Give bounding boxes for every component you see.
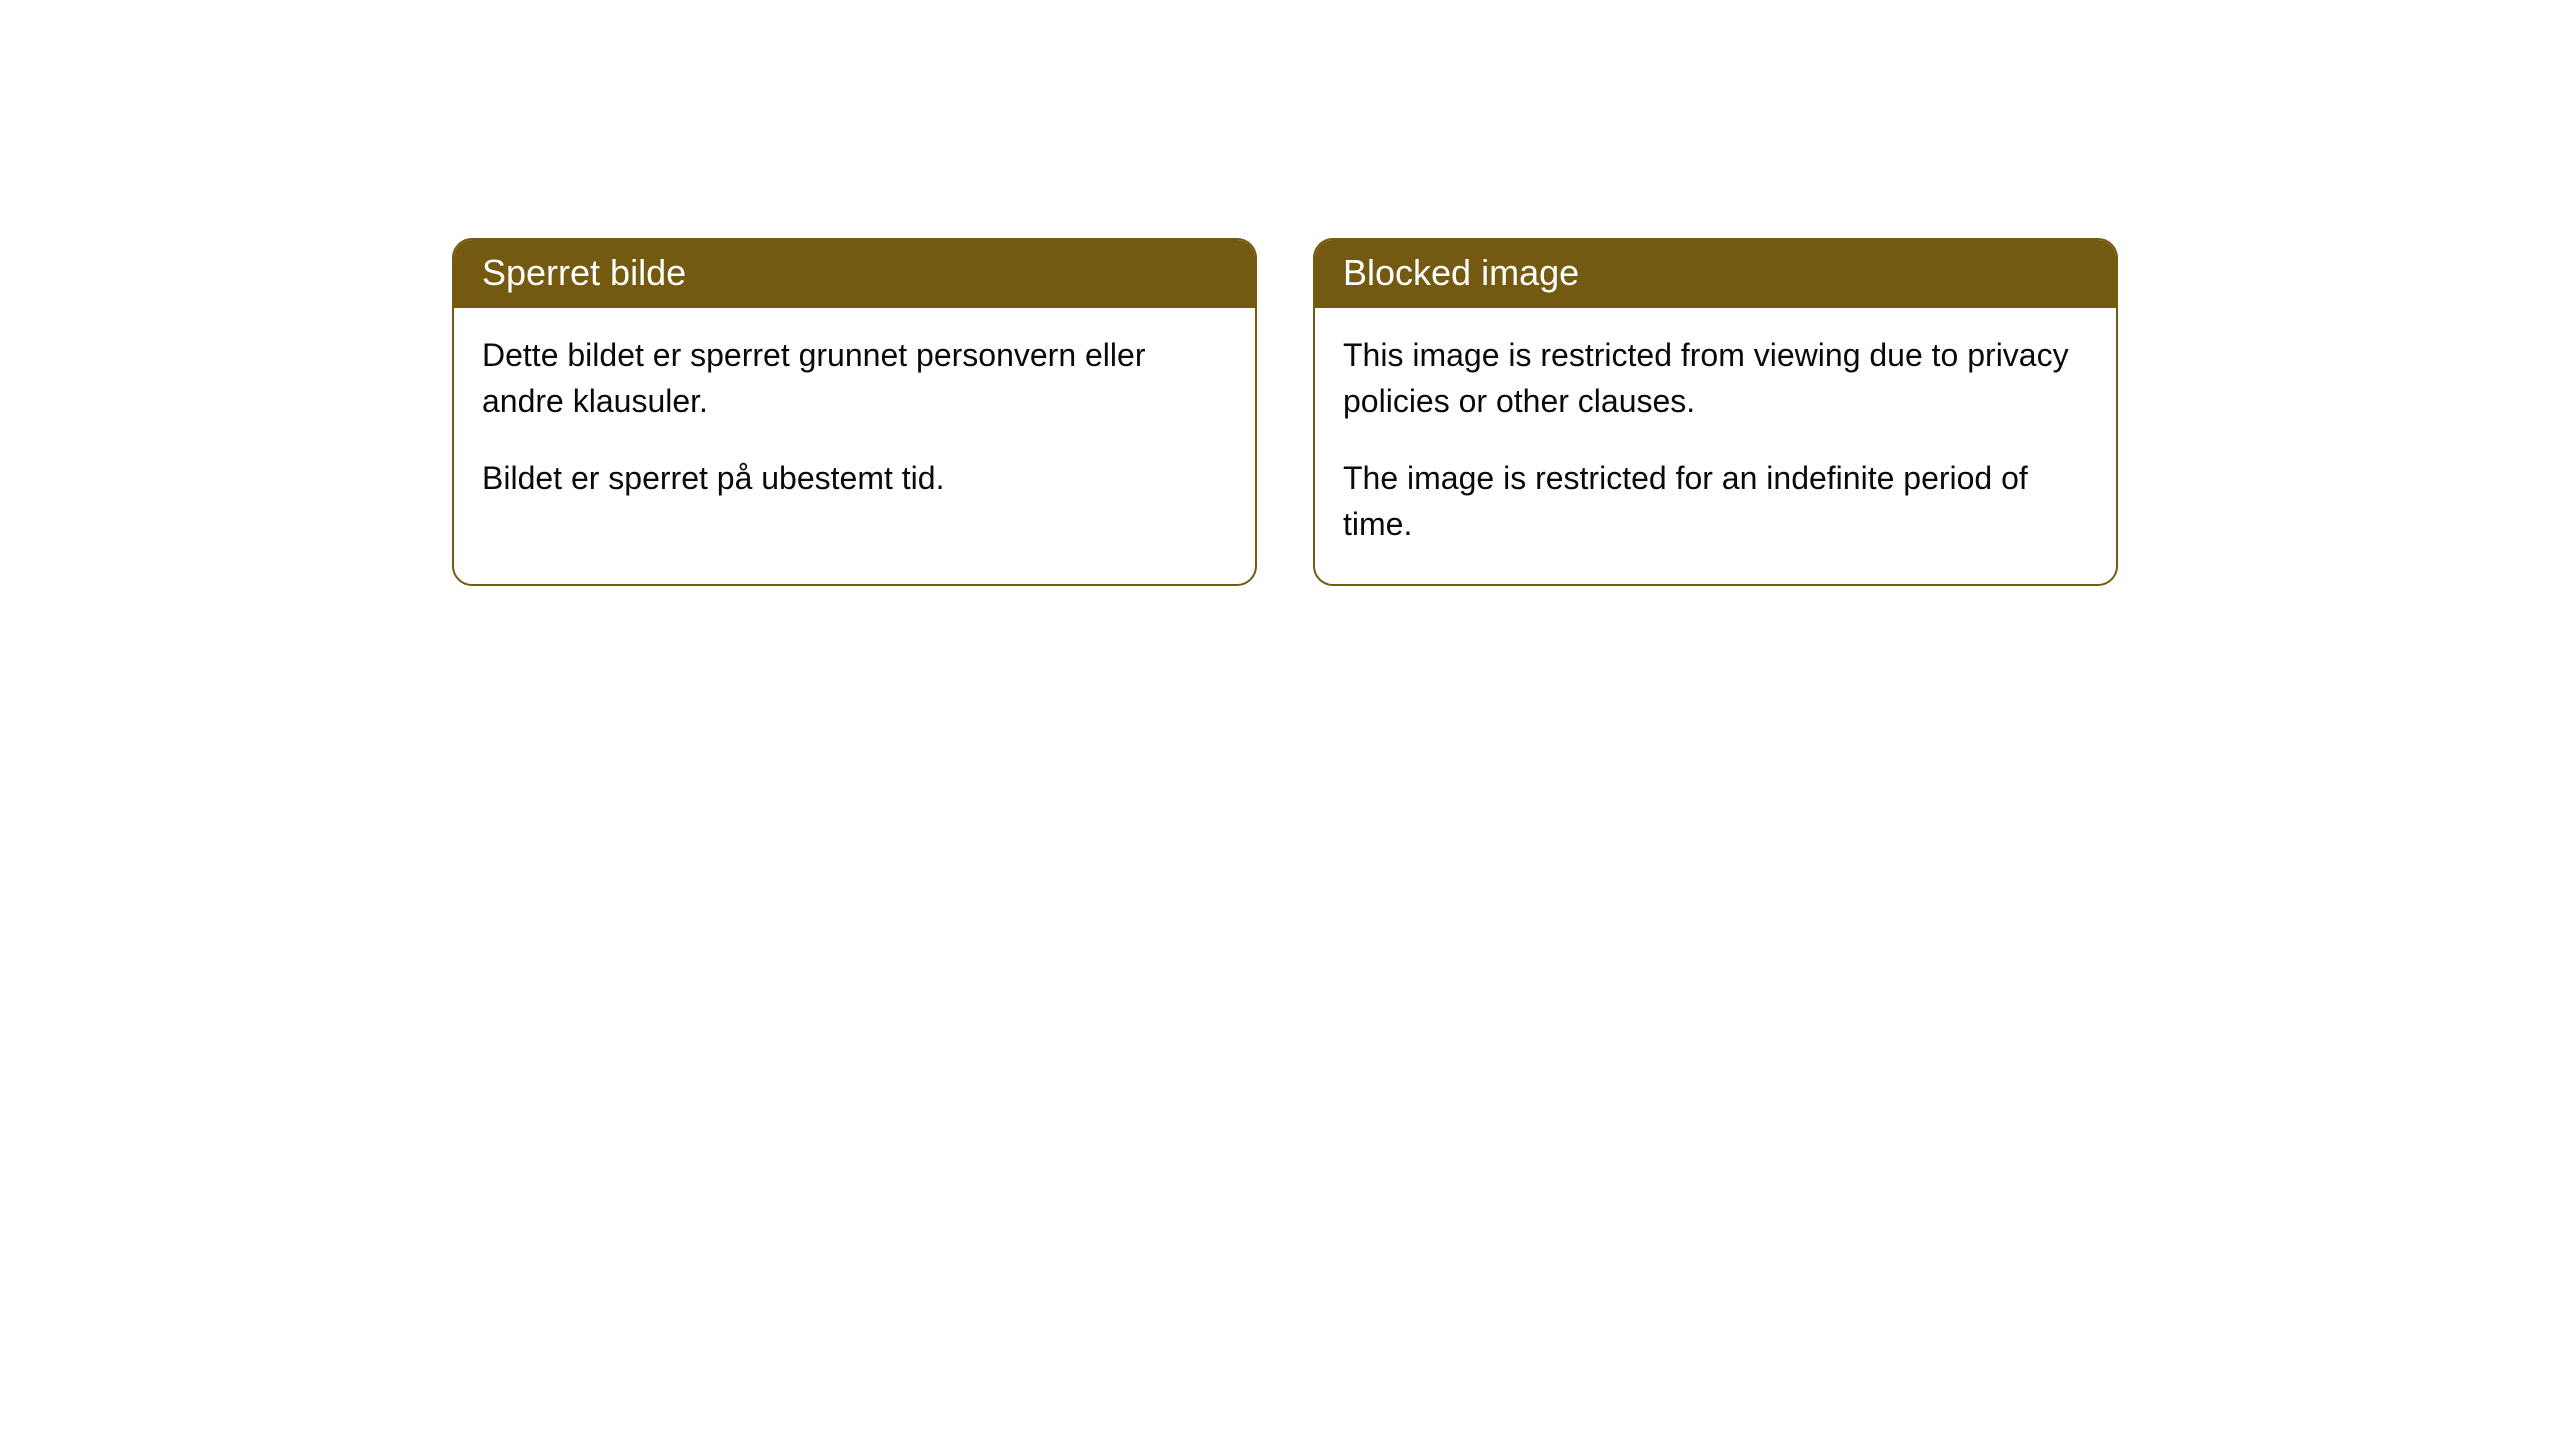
card-paragraph: Bildet er sperret på ubestemt tid. [482,455,1227,501]
blocked-image-card-en: Blocked image This image is restricted f… [1313,238,2118,586]
card-paragraph: Dette bildet er sperret grunnet personve… [482,332,1227,425]
card-paragraph: The image is restricted for an indefinit… [1343,455,2088,548]
card-header: Sperret bilde [454,240,1255,308]
card-paragraph: This image is restricted from viewing du… [1343,332,2088,425]
card-header: Blocked image [1315,240,2116,308]
blocked-image-card-no: Sperret bilde Dette bildet er sperret gr… [452,238,1257,586]
card-title: Blocked image [1343,252,1579,293]
card-body: Dette bildet er sperret grunnet personve… [454,308,1255,537]
card-title: Sperret bilde [482,252,686,293]
card-body: This image is restricted from viewing du… [1315,308,2116,584]
card-container: Sperret bilde Dette bildet er sperret gr… [0,0,2560,586]
